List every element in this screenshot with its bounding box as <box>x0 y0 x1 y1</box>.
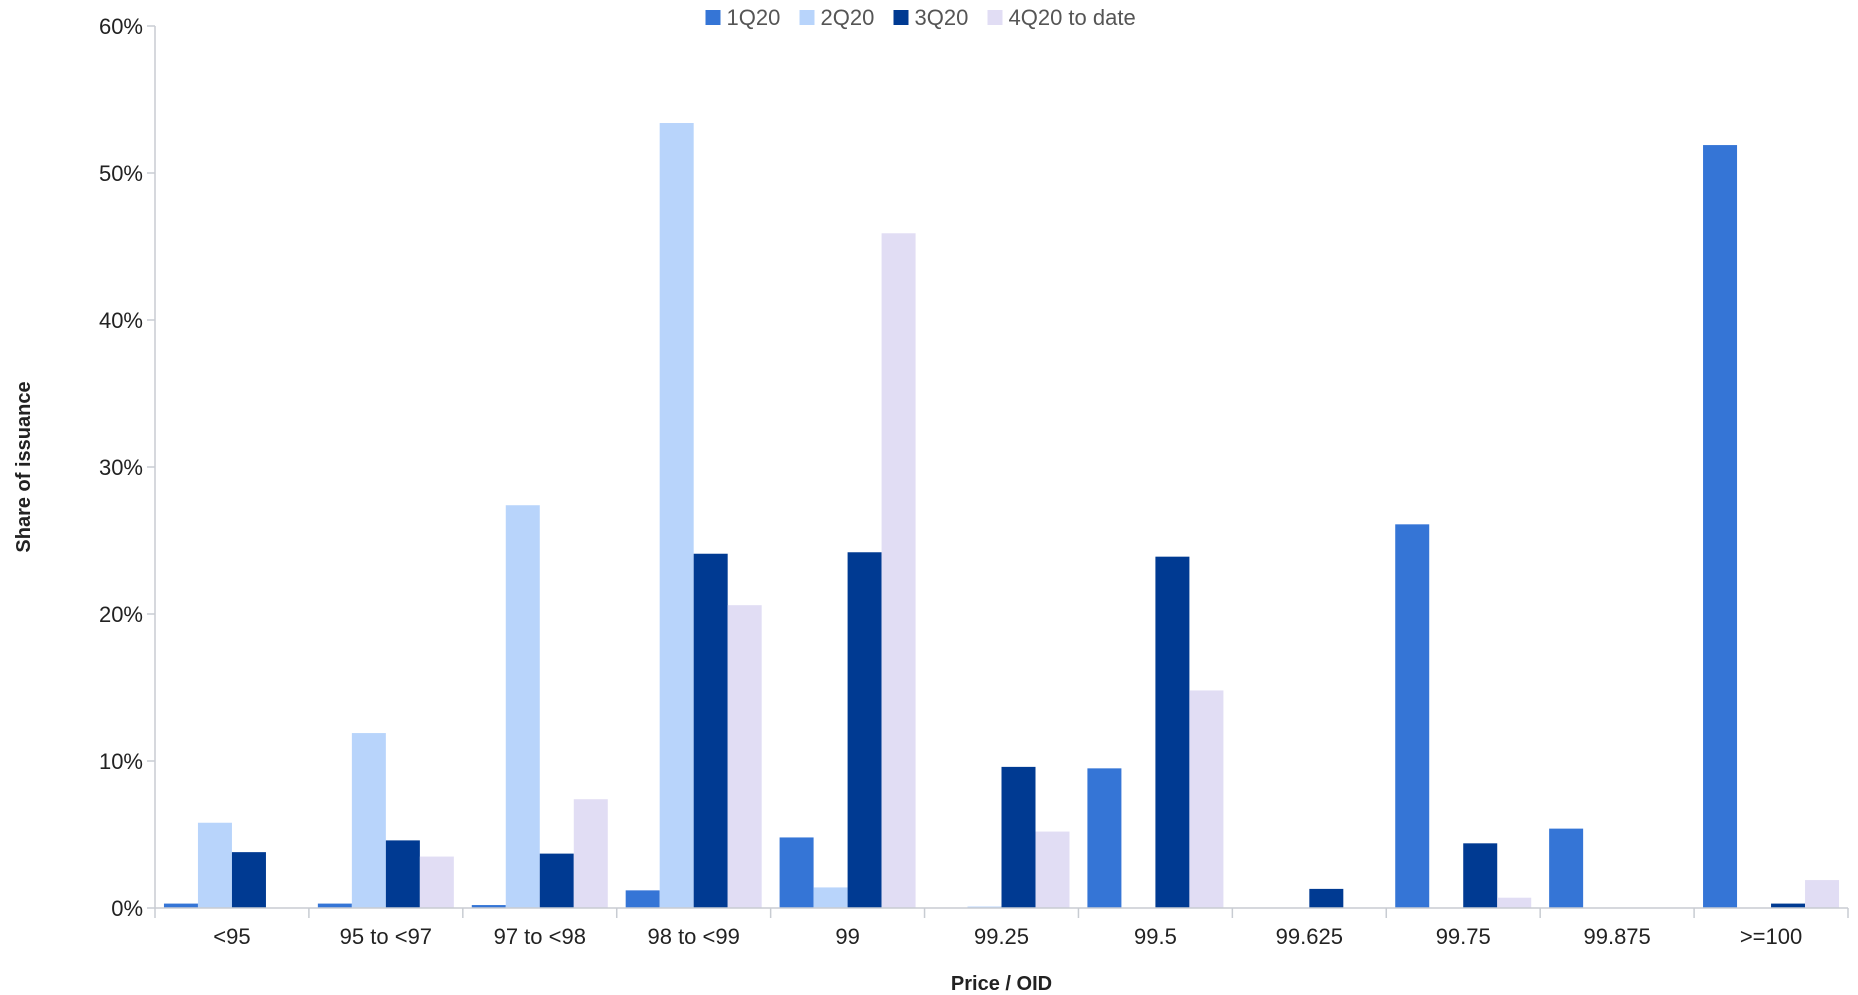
bar-1q20-3 <box>625 890 660 908</box>
x-tick-label: 97 to <98 <box>494 924 586 949</box>
legend-label: 4Q20 to date <box>1009 5 1136 30</box>
x-tick-label: 99.25 <box>974 924 1029 949</box>
bar-4q20-to-date-2 <box>573 799 608 908</box>
x-tick-label: 99 <box>835 924 859 949</box>
y-tick-label: 10% <box>99 749 143 774</box>
bar-2q20-4 <box>813 887 848 908</box>
bar-3q20-8 <box>1463 843 1498 908</box>
bar-1q20-4 <box>779 837 814 908</box>
bar-4q20-to-date-6 <box>1189 690 1224 908</box>
legend-label: 2Q20 <box>821 5 875 30</box>
bar-3q20-1 <box>385 840 420 908</box>
y-tick-label: 50% <box>99 161 143 186</box>
bar-3q20-4 <box>847 552 882 908</box>
x-tick-label: 99.5 <box>1134 924 1177 949</box>
bar-2q20-1 <box>351 733 386 908</box>
legend-swatch <box>799 10 815 25</box>
x-tick-label: >=100 <box>1740 924 1802 949</box>
bar-1q20-1 <box>317 903 352 908</box>
bar-4q20-to-date-8 <box>1497 897 1532 908</box>
bars <box>163 123 1840 908</box>
bar-4q20-to-date-4 <box>881 233 916 908</box>
x-axis-ticks: <95 95 to <97 97 to <98 98 to <99 99 99.25 99.… <box>154 908 1849 949</box>
bar-4q20-to-date-5 <box>1035 831 1070 908</box>
legend: 1Q20 2Q20 3Q20 4Q20 to date <box>705 5 1136 30</box>
bar-3q20-3 <box>693 553 728 908</box>
x-tick-label: <95 <box>213 924 250 949</box>
legend-swatch <box>987 10 1003 25</box>
y-tick-label: 40% <box>99 308 143 333</box>
x-tick-label: 99.625 <box>1276 924 1343 949</box>
y-axis-ticks: 0% 10% 20% 30% 40% 50% 60% <box>99 14 155 921</box>
bar-3q20-2 <box>539 853 574 908</box>
y-tick-label: 30% <box>99 455 143 480</box>
bar-4q20-to-date-10 <box>1805 880 1840 908</box>
bar-3q20-5 <box>1001 766 1036 908</box>
y-tick-label: 60% <box>99 14 143 39</box>
y-tick-label: 20% <box>99 602 143 627</box>
bar-2q20-3 <box>659 123 694 908</box>
bar-3q20-10 <box>1771 903 1806 908</box>
legend-label: 3Q20 <box>915 5 969 30</box>
x-tick-label: 99.875 <box>1583 924 1650 949</box>
bar-1q20-8 <box>1395 524 1430 908</box>
bar-2q20-0 <box>197 822 232 908</box>
y-axis-title: Share of issuance <box>13 381 35 552</box>
x-tick-label: 95 to <97 <box>340 924 432 949</box>
bar-3q20-0 <box>231 852 266 908</box>
bar-1q20-9 <box>1549 828 1584 908</box>
legend-swatch <box>705 10 721 25</box>
bar-3q20-6 <box>1155 556 1190 908</box>
bar-2q20-2 <box>505 505 540 908</box>
x-axis-title: Price / OID <box>951 973 1052 995</box>
bar-4q20-to-date-1 <box>419 856 454 908</box>
bar-1q20-2 <box>471 905 506 908</box>
bar-3q20-7 <box>1309 888 1344 908</box>
x-tick-label: 98 to <99 <box>647 924 739 949</box>
legend-label: 1Q20 <box>727 5 781 30</box>
bar-1q20-0 <box>163 903 198 908</box>
bar-1q20-10 <box>1703 145 1738 908</box>
x-tick-label: 99.75 <box>1436 924 1491 949</box>
legend-swatch <box>893 10 909 25</box>
bar-1q20-6 <box>1087 768 1122 908</box>
y-tick-label: 0% <box>111 896 143 921</box>
bar-4q20-to-date-3 <box>727 605 762 908</box>
